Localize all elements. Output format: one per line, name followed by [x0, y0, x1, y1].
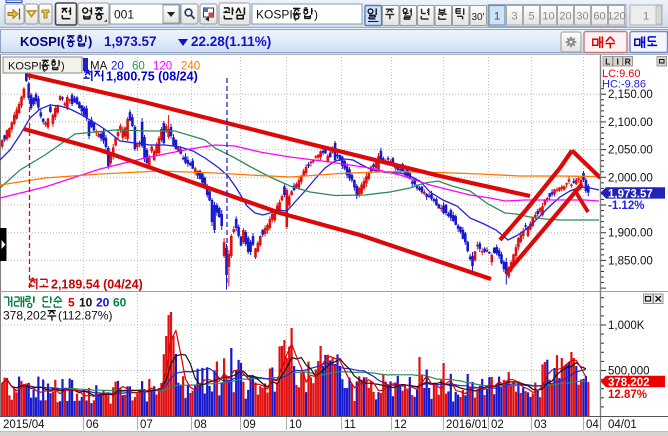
svg-text:1,900.00: 1,900.00: [608, 228, 653, 240]
svg-text:2,050.00: 2,050.00: [608, 145, 653, 157]
svg-text:30: 30: [576, 11, 588, 23]
svg-text:10: 10: [542, 11, 554, 23]
svg-text:3: 3: [511, 11, 517, 23]
svg-text:04: 04: [586, 419, 599, 431]
svg-text:378,202: 378,202: [608, 377, 650, 389]
svg-text:2,100.00: 2,100.00: [608, 117, 653, 129]
svg-text:1: 1: [643, 11, 649, 23]
svg-text:04/01: 04/01: [608, 419, 637, 431]
svg-text:-1.12%: -1.12%: [608, 200, 644, 212]
svg-text:20: 20: [559, 11, 571, 23]
svg-text:1: 1: [494, 11, 500, 23]
svg-text:20: 20: [111, 61, 124, 73]
svg-text:378,202: 378,202: [3, 309, 47, 323]
svg-text:240: 240: [181, 61, 200, 73]
svg-text:5: 5: [528, 11, 534, 23]
svg-text:500,000: 500,000: [608, 366, 650, 378]
svg-text:1,973.57: 1,973.57: [608, 188, 653, 200]
svg-text:MA: MA: [90, 61, 108, 73]
svg-text:60: 60: [113, 296, 127, 310]
svg-text:L: L: [605, 57, 610, 67]
svg-text:12.87%: 12.87%: [608, 389, 647, 401]
svg-text:2,189.54 (04/24): 2,189.54 (04/24): [51, 278, 143, 292]
svg-text:11: 11: [344, 419, 356, 431]
svg-text:5: 5: [68, 296, 75, 310]
svg-text:KOSPI(: KOSPI(: [8, 61, 46, 73]
svg-text:120: 120: [607, 11, 625, 23]
svg-text:60: 60: [593, 11, 605, 23]
svg-text:09: 09: [243, 419, 256, 431]
svg-text:HC:-9.86: HC:-9.86: [602, 79, 646, 91]
svg-text:08: 08: [194, 419, 207, 431]
svg-text:(112.87%): (112.87%): [58, 309, 112, 323]
svg-text:I: I: [617, 57, 619, 67]
svg-text:001: 001: [114, 8, 134, 22]
svg-text:12: 12: [394, 419, 407, 431]
svg-text:2,150.00: 2,150.00: [608, 89, 653, 101]
svg-text:120: 120: [153, 61, 172, 73]
svg-text:1,850.00: 1,850.00: [608, 255, 653, 267]
svg-text:LC:9.60: LC:9.60: [602, 68, 641, 80]
svg-text:2016/01: 2016/01: [446, 419, 488, 431]
svg-text:R: R: [625, 57, 631, 67]
svg-text:1,000K: 1,000K: [608, 320, 645, 332]
svg-text:10: 10: [289, 419, 302, 431]
svg-text:): ): [314, 8, 318, 22]
svg-text:02: 02: [491, 419, 504, 431]
svg-text:KOSPI(: KOSPI(: [20, 34, 65, 49]
svg-text:22.28(1.11%): 22.28(1.11%): [191, 34, 271, 49]
svg-text:03: 03: [534, 419, 547, 431]
svg-text:60: 60: [132, 61, 145, 73]
svg-text:1,973.57: 1,973.57: [104, 34, 157, 49]
svg-text:): ): [88, 34, 92, 49]
svg-text:2015/04: 2015/04: [3, 419, 45, 431]
svg-text:10: 10: [79, 296, 93, 310]
svg-text:30': 30': [472, 12, 485, 23]
svg-text:06: 06: [86, 419, 99, 431]
svg-text:KOSPI(: KOSPI(: [256, 8, 297, 22]
svg-text:20: 20: [96, 296, 110, 310]
svg-text:1,800.75 (08/24): 1,800.75 (08/24): [106, 70, 198, 84]
svg-text:): ): [61, 61, 65, 73]
svg-text:2,000.00: 2,000.00: [608, 172, 653, 184]
svg-text:07: 07: [140, 419, 153, 431]
